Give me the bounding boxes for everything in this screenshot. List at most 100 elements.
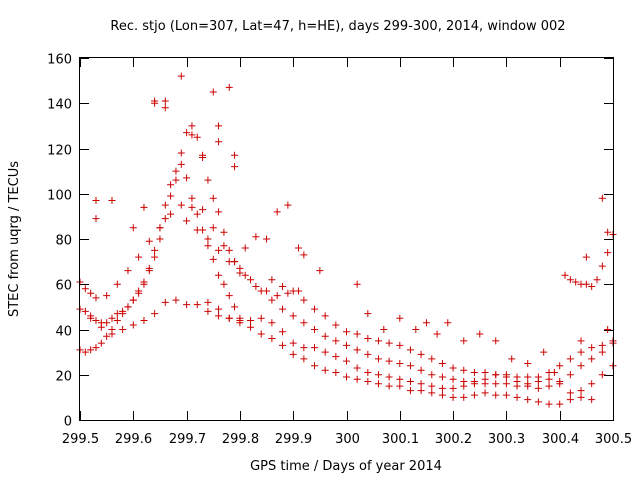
data-point [188,194,196,202]
series-arc-D [87,296,617,408]
data-point [161,215,169,223]
data-point [508,355,516,363]
data-points [76,72,617,408]
data-point [113,316,121,324]
data-point [204,235,212,243]
x-axis-label: GPS time / Days of year 2014 [250,459,442,474]
data-point [225,292,233,300]
data-point [97,323,105,331]
data-point [550,368,558,376]
data-point [460,366,468,374]
data-point [332,368,340,376]
data-point [225,314,233,322]
data-point [252,233,260,241]
data-point [588,380,596,388]
data-point [225,246,233,254]
data-point [492,380,500,388]
data-point [540,348,548,356]
data-point [268,276,276,284]
data-point [300,296,308,304]
data-point [353,346,361,354]
data-point [236,316,244,324]
data-point [353,375,361,383]
data-point [332,321,340,329]
data-point [566,276,574,284]
data-point [193,210,201,218]
data-point [604,249,612,257]
data-point [209,224,217,232]
data-point [385,339,393,347]
data-point [279,305,287,313]
data-point [374,380,382,388]
data-point [502,391,510,399]
data-point [566,371,574,379]
data-point [406,362,414,370]
data-point [422,319,430,327]
data-point [92,344,100,352]
data-point [321,312,329,320]
data-point [343,341,350,349]
data-point [513,393,521,401]
data-point [108,314,116,322]
data-point [161,97,169,105]
data-point [161,298,169,306]
data-point [353,330,361,338]
data-point [311,344,319,352]
data-point [87,314,95,322]
data-point [145,237,153,245]
data-point [311,326,319,333]
data-point [124,303,132,311]
data-point [177,201,185,209]
data-point [604,326,612,333]
data-point [428,389,436,397]
data-point [215,138,223,146]
data-point [460,393,468,401]
data-point [572,278,580,286]
data-point [215,305,223,313]
data-point [449,393,457,401]
data-point [172,176,180,184]
y-tick-label: 120 [47,144,72,159]
data-point [604,228,612,236]
data-point [129,296,137,304]
data-point [247,323,255,331]
y-tick-label: 0 [64,415,72,430]
data-point [332,337,340,345]
data-point [417,366,425,374]
data-point [220,280,228,288]
data-point [92,294,100,302]
data-point [284,201,292,209]
data-point [161,104,169,112]
data-point [582,253,590,261]
data-point [311,362,319,370]
data-point [231,303,239,311]
data-point [215,208,223,216]
data-point [470,380,478,388]
data-point [167,192,175,200]
data-point [577,387,585,395]
data-point [108,197,116,205]
data-point [300,251,308,259]
data-point [193,301,201,309]
data-point [396,382,404,390]
data-point [396,375,404,383]
data-point [406,346,414,354]
data-point [167,210,175,218]
data-point [300,355,308,363]
data-point [279,341,287,349]
data-point [220,242,228,250]
x-tick-label: 300.4 [542,432,579,447]
data-point [449,364,457,372]
data-point [113,310,121,318]
data-point [556,400,564,408]
y-tick-label: 100 [47,189,72,204]
data-point [140,316,148,324]
data-point [81,285,89,293]
data-point [161,201,169,209]
data-point [225,258,233,266]
data-point [241,244,249,252]
data-point [236,269,244,277]
data-point [438,373,446,381]
data-point [513,373,521,381]
data-point [588,396,596,404]
